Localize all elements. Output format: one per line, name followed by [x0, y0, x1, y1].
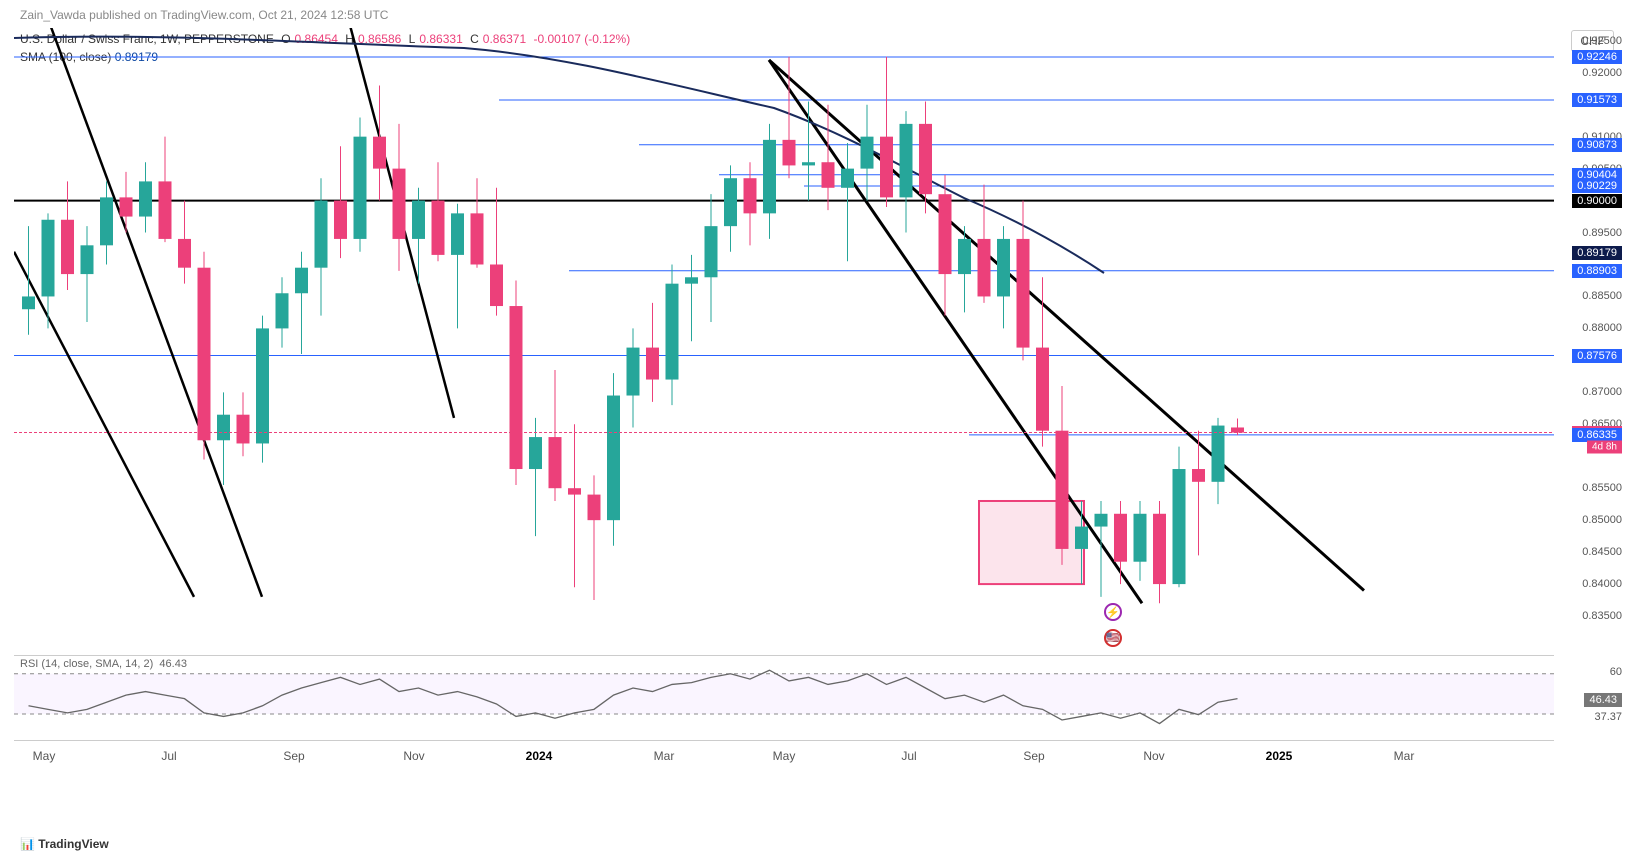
rsi-upper: 60: [1610, 666, 1622, 678]
rsi-value-tag: 46.43: [1584, 693, 1622, 707]
price-tag: 0.90229: [1572, 179, 1622, 193]
price-tag: 0.90873: [1572, 138, 1622, 152]
time-axis[interactable]: May Jul Sep Nov 2024 Mar May Jul Sep Nov 2025 Mar: [14, 740, 1554, 770]
time-tick: 2025: [1266, 749, 1293, 763]
time-tick: Nov: [1143, 749, 1164, 763]
price-tick: 0.85000: [1582, 514, 1622, 526]
time-tick: Mar: [654, 749, 675, 763]
time-tick: Nov: [403, 749, 424, 763]
price-tag: 0.89179: [1572, 246, 1622, 260]
price-tag: 0.88903: [1572, 264, 1622, 278]
price-tick: 0.92500: [1582, 35, 1622, 47]
price-tag: 0.91573: [1572, 93, 1622, 107]
price-chart[interactable]: [14, 28, 1554, 648]
countdown-tag: 4d 8h: [1587, 440, 1622, 453]
price-tag: 0.90000: [1572, 194, 1622, 208]
time-tick: May: [773, 749, 796, 763]
price-tick: 0.83500: [1582, 610, 1622, 622]
price-tick: 0.84000: [1582, 578, 1622, 590]
price-tick: 0.85500: [1582, 482, 1622, 494]
price-tick: 0.87000: [1582, 386, 1622, 398]
time-tick: Sep: [1023, 749, 1044, 763]
event-icon[interactable]: ⚡: [1104, 603, 1122, 621]
price-tick: 0.88000: [1582, 322, 1622, 334]
publish-header: Zain_Vawda published on TradingView.com,…: [20, 8, 388, 22]
event-icon[interactable]: 🇺🇸: [1104, 629, 1122, 647]
time-tick: Jul: [161, 749, 176, 763]
price-tick: 0.88500: [1582, 290, 1622, 302]
price-tick: 0.89500: [1582, 227, 1622, 239]
rsi-lower: 37.37: [1594, 711, 1622, 723]
price-tag: 0.92246: [1572, 50, 1622, 64]
rsi-label: RSI (14, close, SMA, 14, 2) 46.43: [20, 658, 187, 670]
price-axis[interactable]: 0.925000.920000.910000.905000.895000.885…: [1552, 28, 1622, 648]
time-tick: Sep: [283, 749, 304, 763]
rsi-panel[interactable]: [14, 655, 1554, 735]
price-tick: 0.92000: [1582, 67, 1622, 79]
time-tick: May: [33, 749, 56, 763]
price-tick: 0.84500: [1582, 546, 1622, 558]
logo-icon: 📊: [20, 837, 35, 851]
time-tick: Mar: [1394, 749, 1415, 763]
time-tick: 2024: [526, 749, 553, 763]
tradingview-logo[interactable]: 📊 TradingView: [20, 837, 109, 851]
price-tag: 0.87576: [1572, 349, 1622, 363]
time-tick: Jul: [901, 749, 916, 763]
